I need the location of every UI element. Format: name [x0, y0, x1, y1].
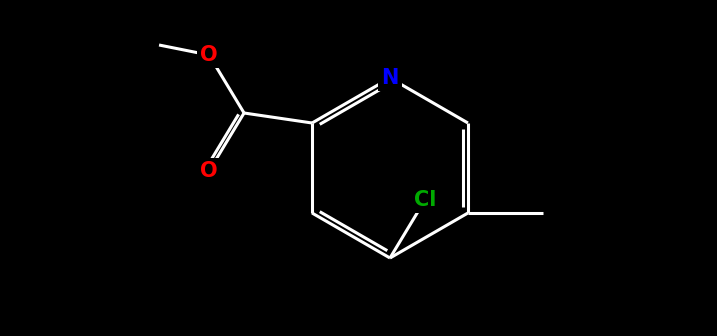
Text: Cl: Cl — [414, 190, 436, 210]
Text: N: N — [381, 68, 399, 88]
Text: O: O — [200, 45, 218, 65]
Text: O: O — [200, 161, 218, 181]
